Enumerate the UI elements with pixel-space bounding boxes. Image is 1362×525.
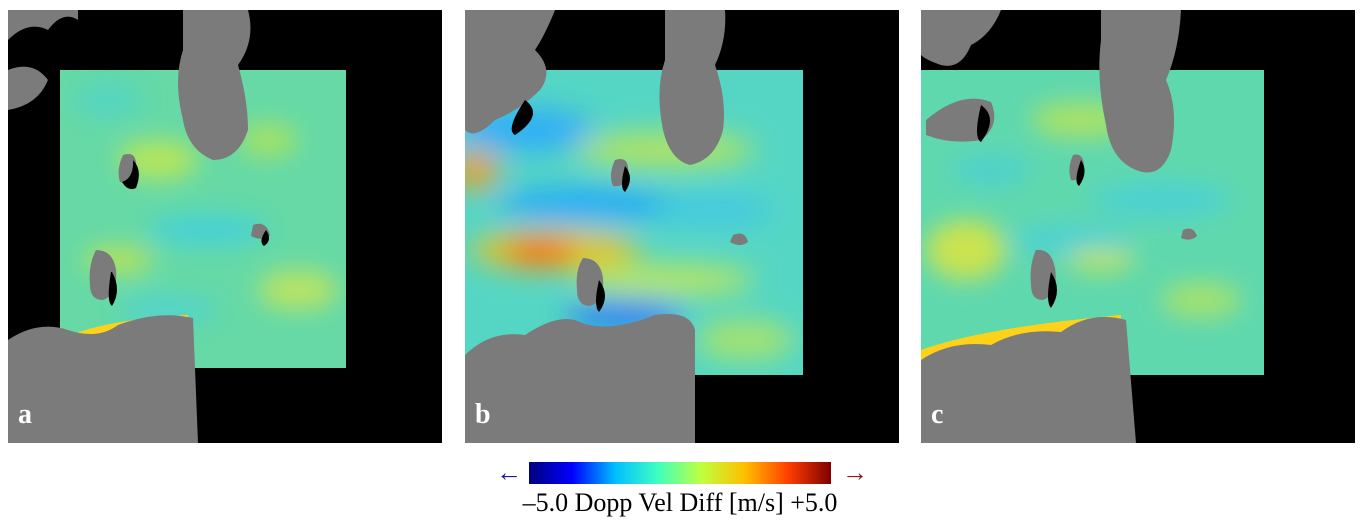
panel-c: c (921, 10, 1355, 443)
colorbar-legend: ← → –5.0 Dopp Vel Diff [m/s] +5.0 (490, 460, 870, 520)
panel-b: b (465, 10, 899, 443)
colorbar-caption: –5.0 Dopp Vel Diff [m/s] +5.0 (522, 488, 838, 517)
land (465, 10, 748, 443)
panel-label: b (475, 399, 491, 430)
panel-b-map (465, 10, 899, 443)
panel-a-map (8, 10, 442, 443)
panel-c-map (921, 10, 1355, 443)
colorbar (529, 462, 831, 484)
arrow-left-icon: ← (496, 458, 522, 487)
velocity-field (8, 10, 442, 443)
land-shadow (977, 105, 1085, 308)
land-shadow (511, 100, 630, 312)
panel-label: a (18, 399, 32, 430)
land-shadow (108, 160, 270, 306)
panel-a: a (8, 10, 442, 443)
panel-label: c (931, 399, 944, 430)
arrow-right-icon: → (842, 458, 868, 487)
velocity-field (921, 10, 1355, 443)
land (921, 10, 1197, 443)
